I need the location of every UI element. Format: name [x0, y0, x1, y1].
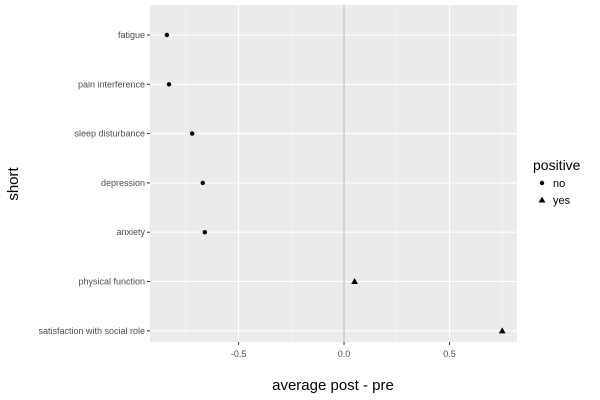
legend-title: positive — [533, 157, 581, 173]
x-axis-tick-labels: -0.5 0.0 0.5 — [231, 342, 456, 359]
y-tick-label: satisfaction with social role — [38, 326, 145, 336]
y-axis-tick-labels: fatigue pain interference sleep disturbanc… — [38, 30, 150, 336]
data-point-no — [166, 82, 172, 87]
data-points — [164, 32, 506, 334]
x-tick-label: 0.5 — [443, 349, 456, 359]
plot-panel — [150, 5, 517, 342]
data-point-yes — [498, 327, 506, 334]
y-tick-label: anxiety — [116, 227, 145, 237]
y-tick-label: pain interference — [78, 79, 145, 89]
y-tick-label: depression — [101, 178, 145, 188]
data-point-no — [189, 131, 195, 136]
legend-items: no yes — [538, 178, 571, 207]
y-tick-label: physical function — [78, 277, 145, 287]
x-tick-label: -0.5 — [231, 349, 247, 359]
legend-key-yes — [538, 196, 546, 203]
x-axis-title: average post - pre — [272, 377, 394, 394]
data-point-yes — [351, 278, 358, 285]
y-tick-label: fatigue — [118, 30, 145, 40]
y-axis-title: short — [5, 167, 22, 201]
legend-key-no — [539, 180, 545, 186]
y-tick-label: sleep disturbance — [74, 129, 145, 139]
x-tick-label: 0.0 — [338, 349, 351, 359]
data-point-no — [202, 230, 208, 235]
legend: positive no yes — [533, 157, 581, 207]
legend-label: yes — [553, 195, 571, 207]
data-point-no — [200, 180, 205, 186]
data-point-no — [164, 32, 170, 38]
legend-label: no — [553, 178, 565, 190]
